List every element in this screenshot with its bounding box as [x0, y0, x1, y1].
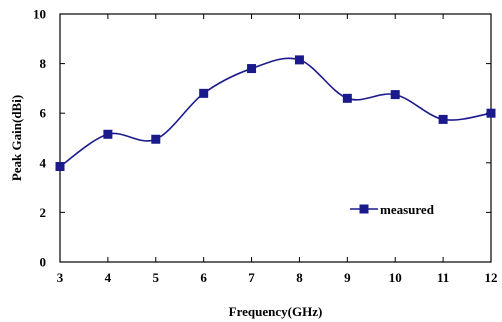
- data-point-marker: [342, 93, 352, 103]
- x-tick-label: 8: [296, 270, 303, 285]
- data-point-marker: [55, 162, 65, 172]
- x-tick-label: 3: [57, 270, 64, 285]
- plot-area: [59, 13, 492, 263]
- y-axis-label: Peak Gain(dBi): [9, 95, 24, 181]
- plot-frame: [59, 13, 492, 263]
- y-tick-label: 4: [40, 155, 47, 170]
- y-tick-label: 0: [40, 255, 47, 270]
- data-point-marker: [103, 129, 113, 139]
- legend-label: measured: [380, 202, 435, 217]
- y-tick-label: 10: [33, 7, 46, 22]
- legend-marker: [359, 204, 369, 214]
- data-point-marker: [486, 108, 496, 118]
- data-point-marker: [438, 114, 448, 124]
- data-point-marker: [151, 134, 161, 144]
- x-tick-label: 4: [105, 270, 112, 285]
- x-tick-label: 6: [200, 270, 207, 285]
- x-axis-label: Frequency(GHz): [229, 304, 323, 319]
- data-point-marker: [199, 88, 209, 98]
- x-tick-label: 11: [437, 270, 449, 285]
- legend: measured: [350, 202, 435, 217]
- x-tick-label: 10: [389, 270, 402, 285]
- x-tick-label: 9: [344, 270, 351, 285]
- axes: 3 4 5 6 7 8 9 10 11 12 0 2 4 6 8 10: [33, 7, 498, 286]
- series-layer: [55, 55, 496, 172]
- y-tick-label: 6: [40, 106, 47, 121]
- series-line: [59, 57, 492, 168]
- y-tick-label: 2: [40, 205, 47, 220]
- y-tick-label: 8: [40, 56, 47, 71]
- data-point-marker: [294, 55, 304, 65]
- x-tick-label: 7: [248, 270, 255, 285]
- data-point-marker: [247, 64, 257, 74]
- x-tick-label: 12: [485, 270, 498, 285]
- x-tick-label: 5: [153, 270, 160, 285]
- data-point-marker: [390, 90, 400, 100]
